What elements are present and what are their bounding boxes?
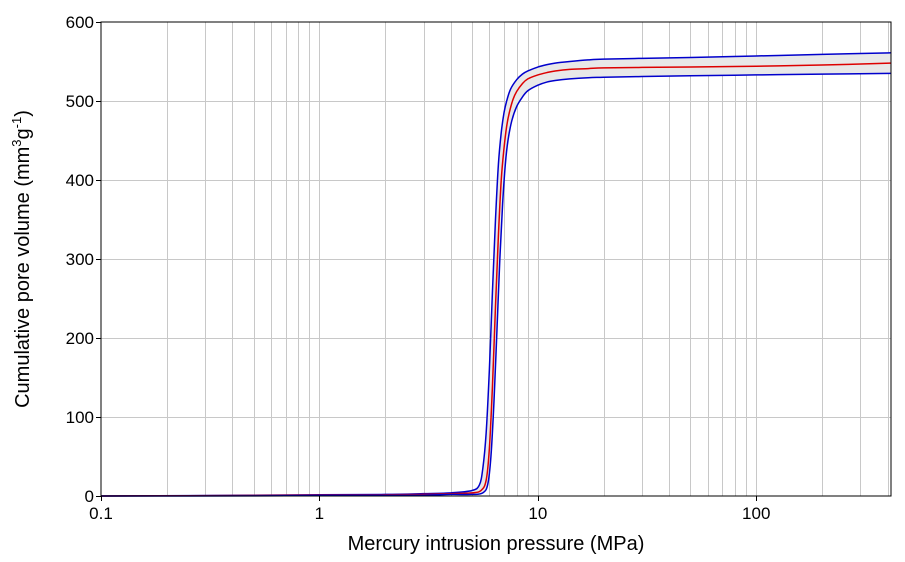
- y-tick-label: 200: [66, 329, 94, 348]
- x-axis-title: Mercury intrusion pressure (MPa): [348, 533, 645, 555]
- y-tick-label: 500: [66, 92, 94, 111]
- confidence-band: [101, 52, 891, 497]
- axis-ticks: 0.1 1 10 100 0 100 200 300 400 500 600: [66, 13, 771, 523]
- series-lines: [100, 52, 892, 497]
- y-tick-label: 100: [66, 408, 94, 427]
- y-tick-label: 400: [66, 171, 94, 190]
- y-axis-title: Cumulative pore volume (mm3g-1): [9, 110, 34, 408]
- x-tick-label: 0.1: [89, 504, 113, 523]
- y-axis-title-text: Cumulative pore volume (mm: [12, 147, 34, 408]
- y-axis-title-sup1: 3: [9, 139, 24, 146]
- y-axis-title-end: ): [12, 110, 34, 117]
- x-tick-label: 1: [315, 504, 324, 523]
- series-line-lower: [100, 72, 892, 497]
- x-tick-label: 10: [528, 504, 547, 523]
- series-line-mean: [100, 62, 892, 497]
- y-tick-label: 0: [85, 487, 94, 506]
- y-tick-label: 300: [66, 250, 94, 269]
- x-tick-label: 100: [742, 504, 770, 523]
- y-axis-title-sup2: -1: [9, 117, 24, 129]
- y-tick-label: 600: [66, 13, 94, 32]
- y-axis-title-mid: g: [12, 128, 34, 139]
- band-area: [101, 52, 891, 497]
